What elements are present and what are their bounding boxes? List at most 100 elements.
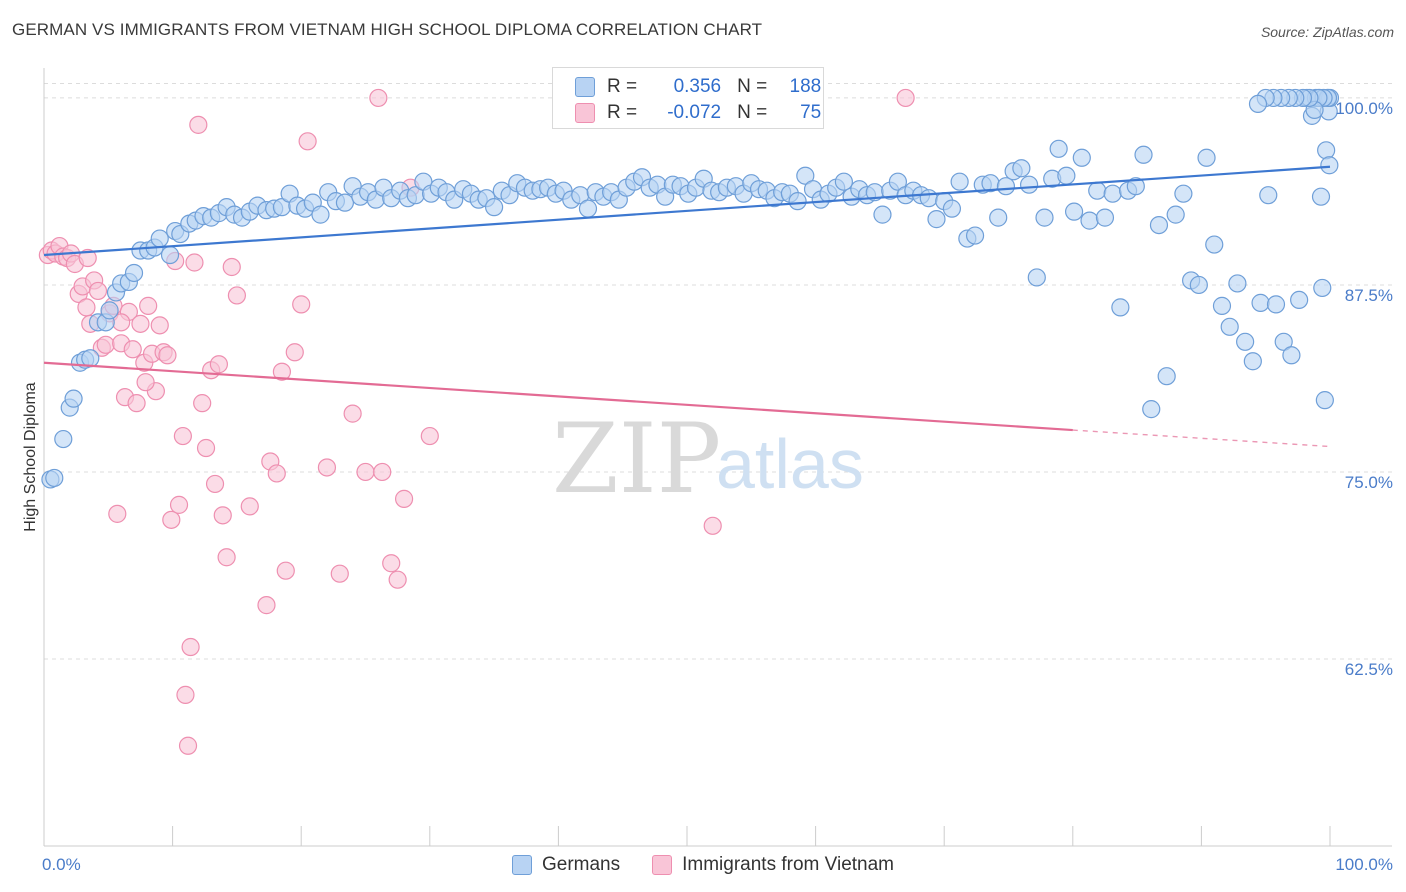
- german-point: [1019, 175, 1039, 194]
- german-point: [1157, 367, 1176, 386]
- vietnam-point: [394, 489, 414, 508]
- german-point: [1095, 208, 1115, 227]
- vietnam-point: [77, 298, 96, 317]
- vietnam-point: [88, 281, 108, 301]
- german-point: [1248, 94, 1268, 114]
- vietnam-point: [298, 132, 317, 151]
- germans-n-value: 188: [789, 76, 822, 97]
- german-point: [1027, 268, 1046, 287]
- german-point: [1072, 148, 1091, 167]
- german-point: [54, 429, 73, 449]
- series-legend-vietnam[interactable]: Immigrants from Vietnam: [652, 854, 894, 876]
- vietnam-point: [330, 564, 349, 583]
- vietnam-point: [257, 596, 276, 615]
- vietnam-point: [267, 464, 286, 483]
- vietnam-point: [217, 548, 236, 567]
- y-tick-labels: 62.5% 75.0% 87.5% 100.0%: [1335, 99, 1393, 679]
- vietnam-point: [196, 438, 216, 458]
- german-point: [1315, 391, 1334, 410]
- watermark: ZIP atlas: [552, 403, 864, 515]
- german-point: [1290, 290, 1309, 310]
- watermark-zip: ZIP: [552, 403, 721, 515]
- vietnam-trend-extension: [1072, 429, 1331, 448]
- y-tick-label: 75.0%: [1345, 473, 1393, 492]
- german-point: [1320, 156, 1339, 175]
- german-point: [888, 172, 908, 191]
- r-label: R =: [607, 102, 638, 123]
- german-point: [919, 189, 938, 208]
- vietnam-point: [209, 355, 228, 374]
- vietnam-point: [169, 495, 189, 514]
- x-tick-label-min: 0.0%: [42, 855, 81, 874]
- german-point: [1274, 332, 1293, 351]
- german-points: [41, 88, 1340, 489]
- series-legend: Germans Immigrants from Vietnam: [0, 852, 1406, 878]
- german-point: [1259, 186, 1278, 205]
- vietnam-point: [317, 458, 337, 477]
- vietnam-point: [150, 316, 169, 335]
- german-point: [1126, 177, 1145, 196]
- vietnam-point: [162, 510, 181, 529]
- german-point: [100, 301, 119, 320]
- vietnam-legend-label: Immigrants from Vietnam: [682, 854, 895, 875]
- german-point: [1251, 293, 1270, 312]
- german-point: [1282, 346, 1301, 365]
- german-point: [965, 226, 985, 245]
- n-label: N =: [737, 76, 768, 97]
- watermark-atlas: atlas: [716, 425, 864, 503]
- german-point: [45, 468, 64, 488]
- german-point: [1317, 141, 1336, 160]
- vietnam-swatch: [575, 103, 595, 123]
- german-point: [1205, 235, 1224, 254]
- legend-row-vietnam: R = -0.072 N = 75: [575, 100, 821, 126]
- german-point: [124, 263, 144, 283]
- german-point: [1064, 202, 1084, 221]
- gridlines: [44, 83, 1392, 660]
- german-point: [873, 205, 892, 224]
- vietnam-point: [181, 637, 200, 657]
- german-point: [1149, 215, 1169, 235]
- german-point: [1228, 274, 1247, 293]
- vietnam-point: [205, 474, 225, 494]
- stats-legend: R = 0.356 N = 188 R = -0.072 N = 75: [552, 67, 824, 129]
- german-point: [927, 210, 946, 229]
- vietnam-point: [139, 296, 158, 315]
- german-point: [796, 166, 815, 185]
- y-tick-label: 87.5%: [1345, 286, 1393, 305]
- vietnam-point: [703, 516, 722, 535]
- vietnam-point: [158, 346, 177, 365]
- x-tick-label-max: 100.0%: [1335, 855, 1393, 874]
- german-point: [1266, 295, 1286, 314]
- r-label: R =: [607, 76, 638, 97]
- german-point: [160, 245, 180, 265]
- vietnam-point: [78, 248, 97, 268]
- german-point: [834, 172, 853, 191]
- german-point: [788, 192, 807, 211]
- vietnam-point: [193, 394, 212, 413]
- german-point: [335, 193, 355, 212]
- vietnam-point: [369, 88, 388, 108]
- vietnam-point: [292, 295, 311, 314]
- vietnam-point: [373, 462, 392, 482]
- german-point: [311, 205, 330, 224]
- series-legend-germans[interactable]: Germans: [511, 854, 620, 876]
- vietnam-point: [276, 561, 295, 580]
- vietnam-point: [343, 404, 362, 423]
- vietnam-point: [272, 362, 292, 381]
- german-point: [1057, 166, 1076, 185]
- vietnam-point: [189, 115, 208, 134]
- n-label: N =: [737, 102, 768, 123]
- vietnam-point: [176, 685, 195, 704]
- chart-title: GERMAN VS IMMIGRANTS FROM VIETNAM HIGH S…: [12, 20, 763, 39]
- germans-legend-swatch: [511, 855, 532, 875]
- german-point: [1166, 205, 1185, 224]
- vietnam-point: [96, 335, 115, 354]
- german-point: [1220, 317, 1239, 336]
- vietnam-point: [285, 343, 304, 362]
- y-tick-label: 62.5%: [1345, 660, 1393, 679]
- germans-r-value: 0.356: [673, 76, 722, 97]
- y-tick-label: 100.0%: [1335, 99, 1393, 118]
- german-point: [150, 229, 169, 248]
- vietnam-point: [136, 373, 155, 392]
- vietnam-point: [123, 340, 142, 359]
